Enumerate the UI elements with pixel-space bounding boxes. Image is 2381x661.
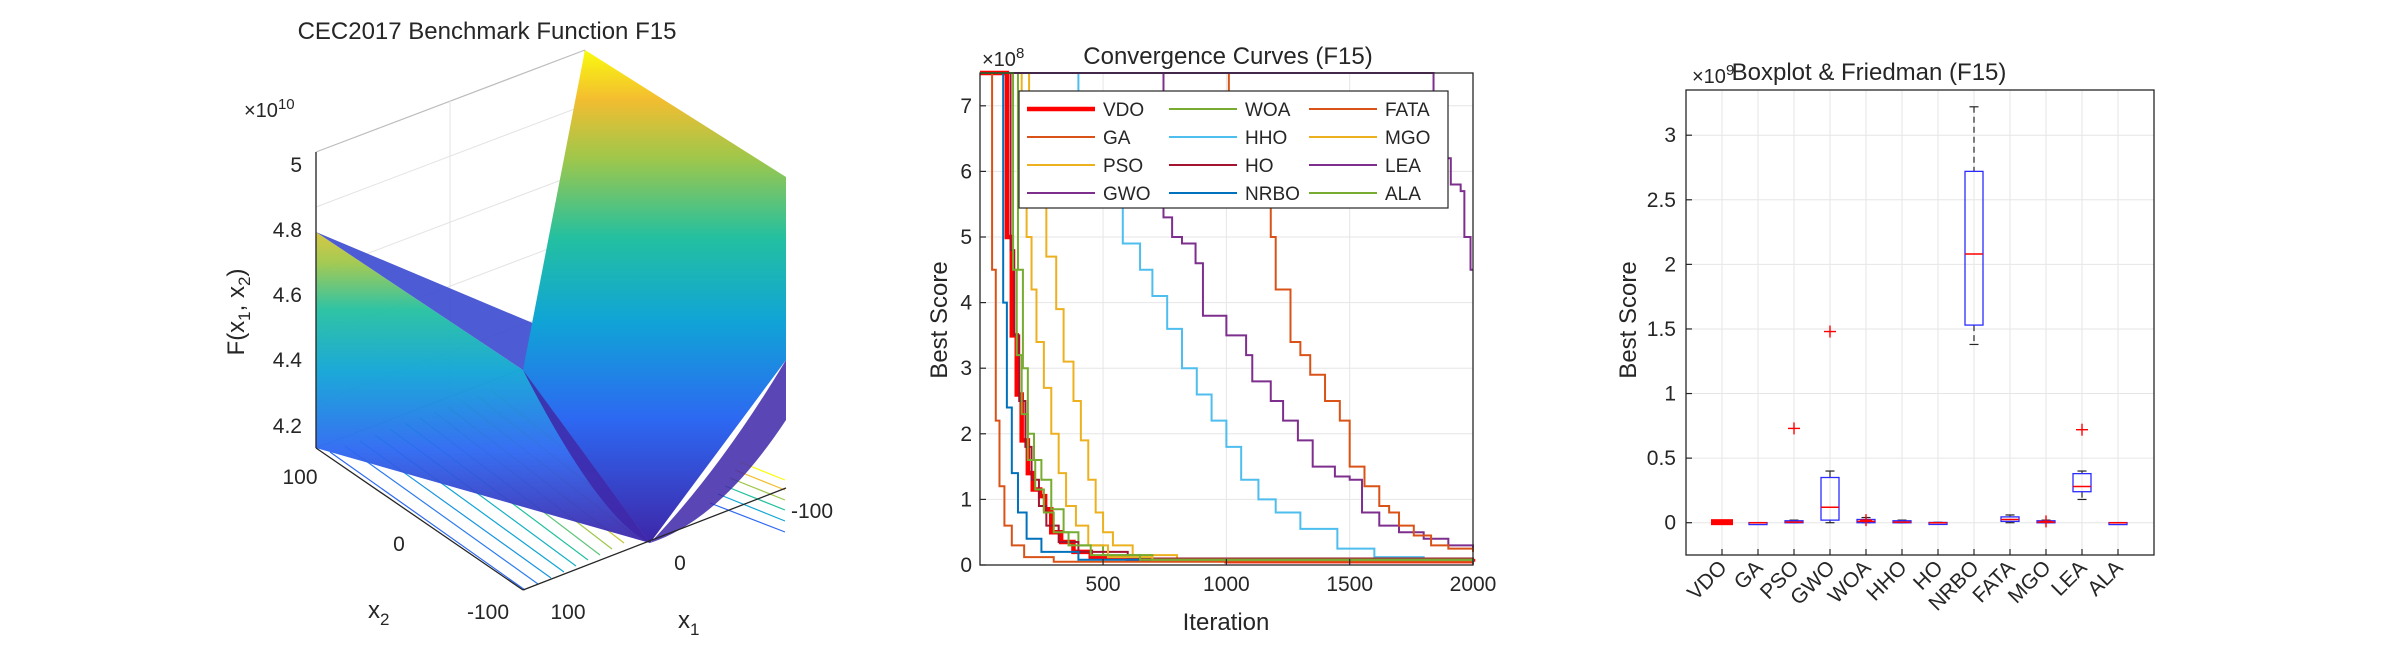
y-tick-label: 1 xyxy=(960,488,972,511)
y-tick-label: 0 xyxy=(1664,512,1676,535)
legend-label-nrbo: NRBO xyxy=(1245,184,1300,205)
series-line-ala xyxy=(980,72,1474,562)
outlier-mgo xyxy=(2040,515,2052,528)
outlier-gwo xyxy=(1824,325,1836,338)
x-tick-label: 500 xyxy=(1086,573,1121,596)
boxplot-title: Boxplot & Friedman (F15) xyxy=(1732,59,2007,86)
surface-axes-front xyxy=(315,152,787,591)
legend-label-vdo: VDO xyxy=(1103,100,1144,121)
x2-tick: 0 xyxy=(393,533,405,556)
y-tick-label: 3 xyxy=(1664,124,1676,147)
series-line-nrbo xyxy=(980,72,1474,563)
x1-tick: -100 xyxy=(791,500,833,523)
x-tick-label: 1000 xyxy=(1203,573,1250,596)
x-tick-label: 1500 xyxy=(1326,573,1373,596)
outlier-woa xyxy=(1860,514,1872,527)
z-tick: 4.4 xyxy=(273,349,303,372)
legend-label-ho: HO xyxy=(1245,156,1274,177)
convergence-legend: VDO GA PSO GWO WOA HHO HO NRBO FATA MGO LEA ALA xyxy=(1018,90,1449,209)
surface-y-ticks: 100 0 -100 xyxy=(282,466,509,624)
x-tick-label-mgo: MGO xyxy=(2004,556,2056,608)
x-tick-label: 2000 xyxy=(1450,573,1497,596)
boxplot-axes-box xyxy=(1685,89,2155,556)
x-tick-label-hho: HHO xyxy=(1862,556,1911,605)
z-tick: 4.2 xyxy=(273,415,302,438)
legend-label-fata: FATA xyxy=(1385,100,1430,121)
x1-tick: 0 xyxy=(674,552,686,575)
convergence-xlabel: Iteration xyxy=(1183,609,1270,636)
z-tick: 4.6 xyxy=(273,284,302,307)
y-tick-label: 2 xyxy=(960,423,972,446)
legend-label-woa: WOA xyxy=(1245,100,1291,121)
surface-left-flank xyxy=(316,232,650,543)
legend-label-ala: ALA xyxy=(1385,184,1421,205)
x-tick-label-lea: LEA xyxy=(2047,556,2091,600)
series-line-fata xyxy=(980,72,1474,552)
surface-x1-label: x1 xyxy=(678,607,699,639)
convergence-title: Convergence Curves (F15) xyxy=(1083,43,1372,70)
y-tick-label: 2.5 xyxy=(1647,189,1676,212)
convergence-series xyxy=(980,70,1476,565)
z-tick: 5 xyxy=(290,154,302,177)
series-line-gwo xyxy=(980,72,1474,549)
convergence-ylabel: Best Score xyxy=(926,261,953,378)
boxplot-exponent: ×109 xyxy=(1692,62,1734,88)
legend-label-lea: LEA xyxy=(1385,156,1421,177)
y-tick-label: 1 xyxy=(1664,383,1676,406)
box-nrbo xyxy=(1964,170,1984,326)
box-lea xyxy=(2072,472,2092,493)
boxplot-ylabel: Best Score xyxy=(1615,261,1642,378)
surface-panel: CEC2017 Benchmark Function F15 xyxy=(223,18,833,639)
convergence-x-ticks: 500 1000 1500 2000 xyxy=(1086,559,1497,596)
boxplot-grid xyxy=(1686,90,2154,555)
surface-bowl xyxy=(523,360,786,543)
x2-tick: 100 xyxy=(282,466,317,489)
boxplot-y-ticks: 0 0.5 1 1.5 2 2.5 3 xyxy=(1647,124,1692,535)
y-tick-label: 6 xyxy=(960,160,972,183)
y-tick-label: 0.5 xyxy=(1647,447,1676,470)
y-tick-label: 7 xyxy=(960,95,972,118)
x1-tick: 100 xyxy=(550,601,585,624)
y-tick-label: 0 xyxy=(960,554,972,577)
box-gwo xyxy=(1820,476,1840,521)
surface-exponent: ×1010 xyxy=(244,96,295,122)
legend-label-gwo: GWO xyxy=(1103,184,1151,205)
z-tick: 4.8 xyxy=(273,219,302,242)
x-tick-label-vdo: VDO xyxy=(1683,556,1731,604)
boxplot-marks xyxy=(1711,106,2128,528)
outlier-pso xyxy=(1788,422,1800,435)
convergence-panel: Convergence Curves (F15) ×108 500 1000 150… xyxy=(926,43,1496,636)
outlier-lea xyxy=(2076,423,2088,436)
surface-title: CEC2017 Benchmark Function F15 xyxy=(298,18,677,45)
convergence-exponent: ×108 xyxy=(982,45,1024,71)
convergence-y-ticks: 0 1 2 3 4 5 6 7 xyxy=(960,95,986,577)
series-line-ga xyxy=(980,72,1474,565)
legend-label-pso: PSO xyxy=(1103,156,1143,177)
y-tick-label: 5 xyxy=(960,226,972,249)
surface-x2-label: x2 xyxy=(368,597,389,629)
surface-z-label: F(x1, x2) xyxy=(223,269,254,356)
legend-label-ga: GA xyxy=(1103,128,1131,149)
x-tick-label-woa: WOA xyxy=(1824,556,1876,608)
y-tick-label: 4 xyxy=(960,292,972,315)
y-tick-label: 3 xyxy=(960,357,972,380)
boxplot-panel: Boxplot & Friedman (F15) ×109 0 0.5 1 1.5 2 2… xyxy=(1615,59,2155,615)
legend-label-mgo: MGO xyxy=(1385,128,1430,149)
x2-tick: -100 xyxy=(467,601,509,624)
surface-x-ticks: 100 0 -100 xyxy=(550,500,833,624)
x-tick-label-ala: ALA xyxy=(2083,556,2127,600)
y-tick-label: 1.5 xyxy=(1647,318,1676,341)
y-tick-label: 2 xyxy=(1664,253,1676,276)
surface-right-flank xyxy=(523,50,786,543)
legend-label-hho: HHO xyxy=(1245,128,1287,149)
surface-z-ticks: 5 4.8 4.6 4.4 4.2 xyxy=(273,154,303,438)
